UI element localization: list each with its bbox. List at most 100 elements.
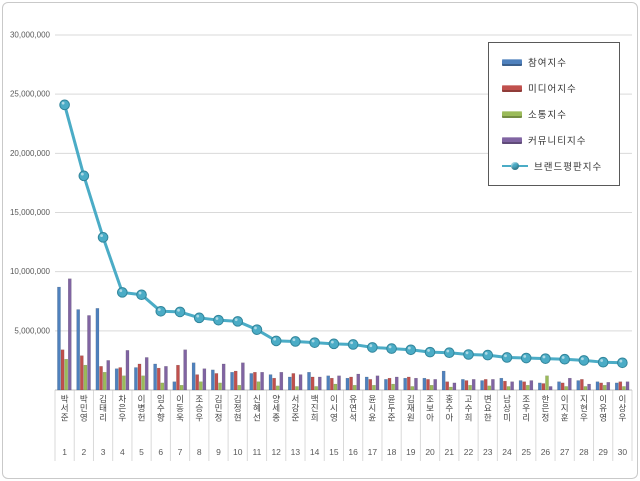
rank-label: 11 [253,447,262,457]
legend-entry-media-index: 미디어지수 [502,81,615,95]
bar-소통지수 [564,386,568,391]
bar-커뮤니티지수 [433,379,437,391]
bar-미디어지수 [137,363,142,391]
line-marker [155,306,167,317]
bar-참여지수 [576,380,581,391]
bar-참여지수 [307,372,311,391]
bar-소통지수 [64,359,68,391]
bar-미디어지수 [310,376,315,391]
line-marker-gloss [369,344,373,348]
rank-label: 12 [271,447,281,457]
rank-label: 22 [464,447,474,457]
line-marker [213,314,224,326]
line-marker [367,342,378,353]
bar-미디어지수 [233,370,238,391]
line-marker [117,287,128,298]
bar-참여지수 [422,377,427,391]
bar-커뮤니티지수 [356,373,361,391]
communication-series-swatch-icon [502,110,522,118]
line-marker [251,324,263,335]
bar-참여지수 [76,309,80,391]
bar-소통지수 [429,385,434,391]
bar-커뮤니티지수 [221,363,226,391]
bar-커뮤니티지수 [471,379,476,391]
rank-label: 23 [483,447,493,457]
line-marker [424,346,436,358]
legend-label: 브랜드평판지수 [534,162,603,173]
bar-미디어지수 [407,376,411,391]
line-marker [617,357,628,369]
line-marker-gloss [581,357,584,361]
line-marker-gloss [619,359,623,363]
legend-entry-community-index: 커뮤니티지수 [502,133,615,147]
rank-label: 27 [560,447,570,457]
bar-미디어지수 [291,373,296,391]
bar-참여지수 [480,380,484,391]
rank-label: 20 [425,447,435,457]
line-marker-gloss [215,317,219,320]
line-marker-gloss [196,314,200,318]
bar-커뮤니티지수 [279,372,284,391]
line-marker-gloss [388,345,392,349]
bar-커뮤니티지수 [202,368,207,391]
line-marker-gloss [465,351,469,355]
bar-미디어지수 [541,383,546,391]
line-marker [290,336,301,347]
bar-소통지수 [583,386,588,391]
bar-소통지수 [275,385,280,391]
rank-label: 7 [178,447,183,457]
rank-label: 18 [387,447,397,457]
bar-소통지수 [487,385,492,391]
line-marker-gloss [350,341,354,345]
participation-series-swatch-icon [502,58,522,66]
line-marker [463,349,474,360]
rank-label: 10 [233,447,243,457]
line-marker [309,337,320,348]
bar-소통지수 [391,383,395,391]
y-axis-tick-label: 20,000,000 [10,149,51,158]
line-marker-gloss [234,318,238,322]
bar-참여지수 [249,373,254,391]
bar-참여지수 [230,372,234,391]
bar-미디어지수 [118,367,123,391]
bar-참여지수 [441,370,446,391]
rank-label: 2 [81,447,86,457]
bar-미디어지수 [214,373,219,391]
rank-label: 19 [406,447,416,457]
bar-참여지수 [288,376,292,391]
bar-미디어지수 [349,376,353,391]
line-marker [347,339,359,350]
line-marker [501,352,513,363]
line-marker [520,352,532,364]
bar-미디어지수 [60,349,65,391]
line-marker [97,232,109,243]
rank-label: 25 [521,447,531,457]
bar-커뮤니티지수 [125,350,130,391]
legend-entry-communication-index: 소통지수 [502,107,615,121]
bar-미디어지수 [599,382,603,391]
bar-미디어지수 [445,381,449,391]
bar-커뮤니티지수 [587,383,591,391]
rank-label: 30 [618,447,628,457]
line-marker-gloss [119,289,123,293]
bar-커뮤니티지수 [491,379,495,391]
bar-소통지수 [141,375,145,391]
bar-미디어지수 [330,377,334,391]
bar-커뮤니티지수 [375,375,380,391]
bar-참여지수 [384,379,388,391]
legend-label: 참여지수 [528,58,567,69]
bar-참여지수 [557,381,561,391]
bar-커뮤니티지수 [106,360,110,391]
